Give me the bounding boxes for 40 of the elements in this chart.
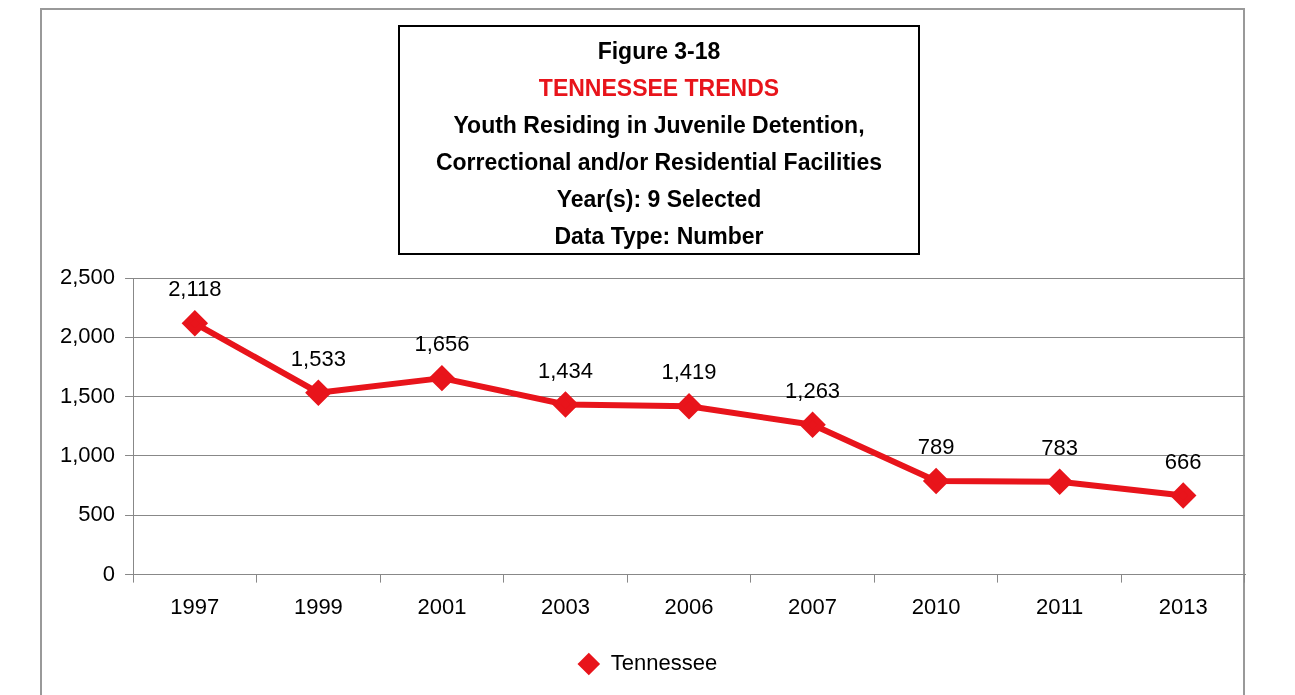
- point: [553, 392, 578, 417]
- text: Youth Residing in Juvenile Detention,: [452, 111, 866, 140]
- x-tick-label: 1999: [293, 593, 343, 619]
- y-tick-label: 500: [78, 501, 116, 527]
- data-label: 1,434: [537, 357, 594, 383]
- data-label: 1,419: [661, 359, 717, 385]
- legend-label: Tennessee: [610, 650, 718, 676]
- point: [924, 468, 949, 493]
- point: [1171, 483, 1196, 508]
- text: Data Type: Number: [553, 222, 765, 251]
- data-label: 1,263: [785, 377, 841, 403]
- y-tick-label: 1,000: [59, 442, 116, 468]
- data-label: 783: [1041, 434, 1079, 460]
- x-tick-label: 2003: [541, 593, 590, 619]
- x-tick-label: 2010: [911, 593, 961, 619]
- x-tick-label: 2011: [1036, 593, 1084, 619]
- data-label: 1,656: [414, 331, 470, 357]
- chart-subtitle: TENNESSEE TRENDS: [537, 74, 781, 103]
- chart-title: Figure 3-18: [596, 37, 722, 66]
- y-tick-label: 2,000: [59, 323, 116, 349]
- point: [677, 394, 702, 419]
- text: Year(s): 9 Selected: [555, 185, 763, 214]
- x-tick-label: 2006: [664, 593, 714, 619]
- x-tick-label: 2001: [417, 593, 467, 619]
- x-tick-label: 2007: [788, 593, 838, 619]
- y-tick-label: 1,500: [59, 382, 116, 408]
- point: [429, 366, 454, 391]
- x-tick-label: 1997: [170, 593, 220, 619]
- point: [1047, 469, 1072, 494]
- y-tick-label: 2,500: [59, 264, 116, 290]
- y-tick-label: 0: [102, 560, 116, 586]
- point: [306, 380, 331, 405]
- text: Correctional and/or Residential Facilities: [434, 148, 884, 177]
- data-label: 666: [1164, 448, 1202, 474]
- x-tick-label: 2013: [1158, 593, 1208, 619]
- point: [182, 311, 207, 336]
- data-label: 2,118: [168, 276, 222, 302]
- data-label: 789: [917, 434, 955, 460]
- point: [800, 412, 825, 437]
- data-label: 1,533: [290, 345, 346, 371]
